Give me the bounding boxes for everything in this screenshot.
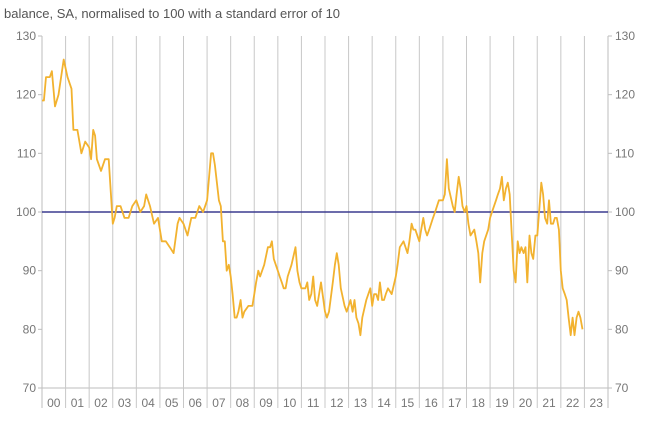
x-tick-label: 17 (448, 396, 462, 410)
x-tick-label: 01 (71, 396, 85, 410)
y-tick-label-left: 110 (17, 146, 36, 160)
x-tick-label: 22 (566, 396, 580, 410)
x-tick-label: 04 (141, 396, 155, 410)
y-tick-label-left: 120 (16, 88, 36, 102)
x-tick-label: 05 (165, 396, 179, 410)
x-axis: 00 01 02 03 04 05 06 07 08 09 10 11 12 13 14 15 16 17 18 19… (47, 396, 603, 410)
x-tick-label: 10 (283, 396, 297, 410)
x-tick-label: 20 (519, 396, 533, 410)
x-tick-label: 00 (47, 396, 61, 410)
y-axis-left: 70 80 90 100 110 120 130 (16, 29, 42, 395)
y-tick-label-right: 130 (615, 29, 635, 43)
y-tick-label-left: 80 (23, 322, 37, 336)
y-tick-label-left: 100 (16, 205, 36, 219)
x-tick-label: 13 (354, 396, 368, 410)
y-tick-label-right: 100 (615, 205, 635, 219)
series-layer (42, 58, 584, 337)
x-tick-label: 12 (330, 396, 344, 410)
x-tick-label: 03 (118, 396, 132, 410)
y-tick-label-right: 70 (615, 381, 629, 395)
x-tick-label: 21 (542, 396, 556, 410)
x-tick-label: 18 (472, 396, 486, 410)
x-tick-label: 11 (307, 396, 320, 410)
y-tick-label-right: 80 (615, 322, 629, 336)
vertical-gridlines (65, 36, 585, 408)
x-tick-label: 15 (401, 396, 415, 410)
x-tick-label: 16 (424, 396, 438, 410)
x-tick-label: 08 (236, 396, 250, 410)
x-tick-label: 14 (377, 396, 391, 410)
series-line (42, 58, 584, 337)
y-axis-right: 70 80 90 100 110 120 130 (608, 29, 635, 395)
x-tick-label: 19 (495, 396, 509, 410)
x-tick-label: 06 (189, 396, 203, 410)
y-tick-label-right: 120 (615, 88, 635, 102)
y-tick-label-left: 130 (16, 29, 36, 43)
y-tick-label-right: 110 (615, 146, 634, 160)
chart-subtitle: balance, SA, normalised to 100 with a st… (4, 6, 341, 21)
y-tick-label-left: 70 (23, 381, 37, 395)
x-tick-label: 07 (212, 396, 226, 410)
x-tick-label: 02 (94, 396, 108, 410)
x-tick-label: 23 (590, 396, 604, 410)
y-tick-label-right: 90 (615, 264, 629, 278)
x-tick-label: 09 (259, 396, 273, 410)
y-tick-label-left: 90 (23, 264, 37, 278)
